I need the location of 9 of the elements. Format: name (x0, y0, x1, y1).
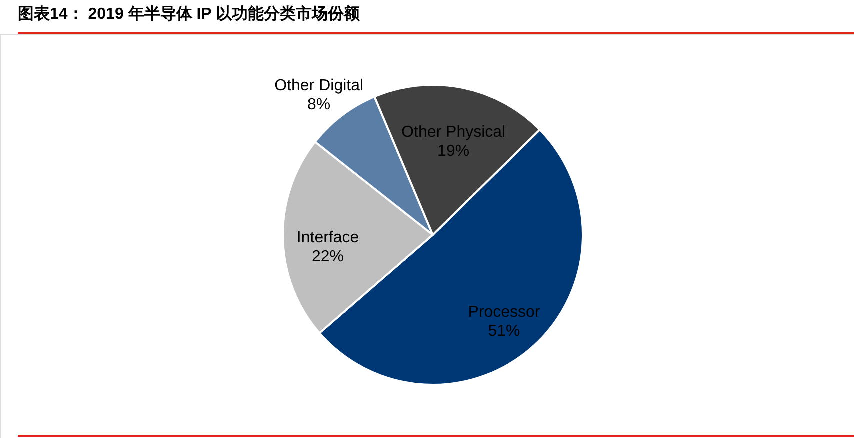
slice-label: Interface (296, 229, 360, 246)
data-label: 8% (308, 96, 331, 114)
slice-label: Processor (468, 304, 541, 322)
data-label: 22% (312, 248, 344, 266)
slice-label: Other Digital (274, 77, 364, 94)
chart-title: 图表14： 2019 年半导体 IP 以功能分类市场份额 (18, 5, 361, 23)
data-label: 19% (438, 143, 470, 160)
data-label: 51% (488, 323, 520, 340)
slice-label: Other Physical (402, 124, 506, 142)
